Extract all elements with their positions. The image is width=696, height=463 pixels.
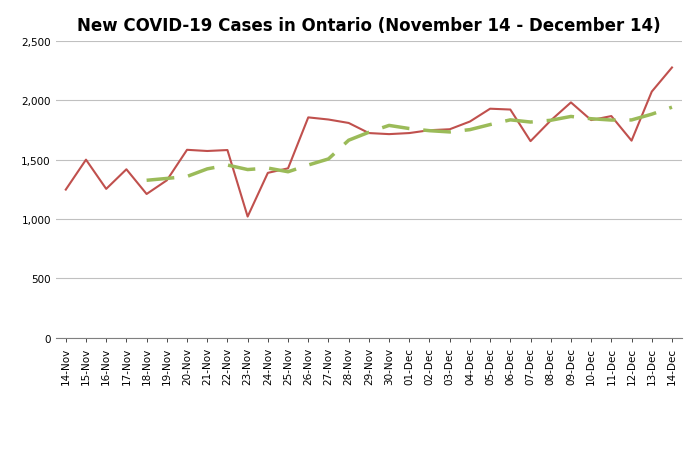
Title: New COVID-19 Cases in Ontario (November 14 - December 14): New COVID-19 Cases in Ontario (November …: [77, 17, 661, 35]
